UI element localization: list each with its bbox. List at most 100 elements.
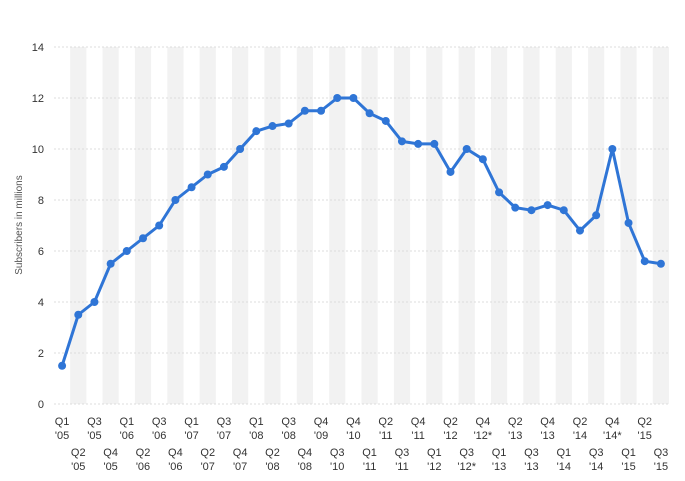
y-tick-label: 0	[38, 399, 44, 411]
x-tick-year: '14*	[603, 430, 622, 442]
x-tick-quarter: Q4	[103, 447, 118, 459]
data-point[interactable]	[527, 206, 536, 215]
column-band	[555, 47, 572, 404]
x-tick-year: '08	[249, 430, 263, 442]
y-tick-label: 2	[38, 348, 44, 360]
column-band	[134, 47, 152, 404]
data-point[interactable]	[187, 183, 196, 192]
x-tick-year: '06	[168, 461, 182, 473]
data-point[interactable]	[543, 201, 552, 210]
y-tick-label: 6	[38, 246, 44, 258]
x-tick-quarter: Q1	[427, 447, 442, 459]
data-point[interactable]	[106, 259, 115, 268]
data-point[interactable]	[252, 127, 261, 136]
data-point[interactable]	[333, 94, 342, 102]
data-point[interactable]	[462, 145, 471, 153]
data-point[interactable]	[171, 196, 180, 204]
data-point[interactable]	[155, 221, 164, 230]
x-tick-year: '12	[443, 430, 457, 442]
column-band	[361, 47, 378, 404]
x-tick-year: '08	[298, 461, 312, 473]
x-tick-quarter: Q3	[87, 416, 102, 428]
x-tick-year: '12	[427, 461, 441, 473]
data-point[interactable]	[575, 226, 584, 235]
x-tick-year: '10	[330, 461, 344, 473]
data-point[interactable]	[203, 170, 212, 179]
column-band	[167, 47, 184, 404]
data-point[interactable]	[608, 145, 617, 153]
data-point[interactable]	[236, 145, 245, 153]
data-point[interactable]	[122, 247, 131, 255]
data-point[interactable]	[495, 188, 504, 197]
data-point[interactable]	[317, 106, 326, 115]
x-tick-quarter: Q2	[637, 416, 652, 428]
alternating-column-bands	[70, 47, 669, 404]
data-point[interactable]	[478, 155, 487, 164]
x-tick-quarter: Q3	[654, 447, 669, 459]
data-point[interactable]	[559, 206, 568, 215]
x-tick-year: '14	[573, 430, 587, 442]
data-point[interactable]	[592, 211, 601, 220]
x-axis-tick-labels: Q1'05Q2'05Q3'05Q4'05Q1'06Q2'06Q3'06Q4'06…	[55, 416, 669, 473]
data-point[interactable]	[58, 361, 67, 370]
x-tick-quarter: Q1	[55, 416, 70, 428]
x-tick-quarter: Q4	[346, 416, 361, 428]
data-point[interactable]	[300, 106, 309, 115]
x-tick-quarter: Q4	[233, 447, 248, 459]
column-band	[523, 47, 540, 404]
x-tick-year: '13	[540, 430, 554, 442]
data-point[interactable]	[139, 234, 148, 243]
data-point[interactable]	[624, 218, 633, 227]
data-point[interactable]	[640, 257, 649, 266]
x-tick-quarter: Q2	[573, 416, 588, 428]
data-point[interactable]	[365, 109, 374, 118]
data-point[interactable]	[430, 139, 439, 148]
x-tick-year: '11	[379, 430, 393, 442]
x-tick-quarter: Q3	[459, 447, 474, 459]
x-tick-quarter: Q4	[605, 416, 620, 428]
data-point[interactable]	[284, 119, 293, 128]
x-tick-quarter: Q2	[265, 447, 280, 459]
x-tick-year: '07	[201, 461, 215, 473]
data-point[interactable]	[446, 167, 455, 176]
x-tick-year: '10	[346, 430, 360, 442]
x-tick-quarter: Q2	[378, 416, 393, 428]
x-tick-year: '05	[55, 430, 69, 442]
data-point[interactable]	[349, 94, 358, 102]
x-tick-quarter: Q4	[476, 416, 491, 428]
x-tick-quarter: Q3	[589, 447, 604, 459]
column-band	[264, 47, 281, 404]
data-point[interactable]	[74, 310, 83, 319]
column-band	[652, 47, 669, 404]
x-tick-quarter: Q4	[298, 447, 313, 459]
x-tick-quarter: Q3	[281, 416, 296, 428]
data-point[interactable]	[219, 162, 228, 171]
x-tick-quarter: Q2	[71, 447, 86, 459]
column-band	[588, 47, 605, 404]
column-band	[458, 47, 475, 404]
y-tick-label: 8	[38, 195, 44, 207]
column-band	[296, 47, 313, 404]
data-point[interactable]	[397, 137, 406, 146]
data-point[interactable]	[656, 259, 665, 268]
x-tick-quarter: Q2	[136, 447, 151, 459]
column-band	[232, 47, 249, 404]
x-tick-quarter: Q1	[556, 447, 571, 459]
x-tick-quarter: Q4	[411, 416, 426, 428]
x-tick-year: '07	[233, 461, 247, 473]
data-point[interactable]	[511, 203, 520, 212]
data-point[interactable]	[268, 122, 277, 131]
x-tick-quarter: Q3	[152, 416, 167, 428]
column-band	[490, 47, 508, 404]
x-tick-quarter: Q3	[217, 416, 232, 428]
x-tick-quarter: Q2	[200, 447, 215, 459]
x-tick-year: '14	[557, 461, 571, 473]
x-tick-year: '12*	[457, 461, 476, 473]
x-tick-quarter: Q1	[119, 416, 134, 428]
x-tick-year: '13	[492, 461, 506, 473]
x-tick-quarter: Q1	[621, 447, 636, 459]
column-band	[426, 47, 443, 404]
data-point[interactable]	[381, 116, 390, 125]
data-point[interactable]	[414, 139, 423, 148]
data-point[interactable]	[90, 298, 99, 306]
